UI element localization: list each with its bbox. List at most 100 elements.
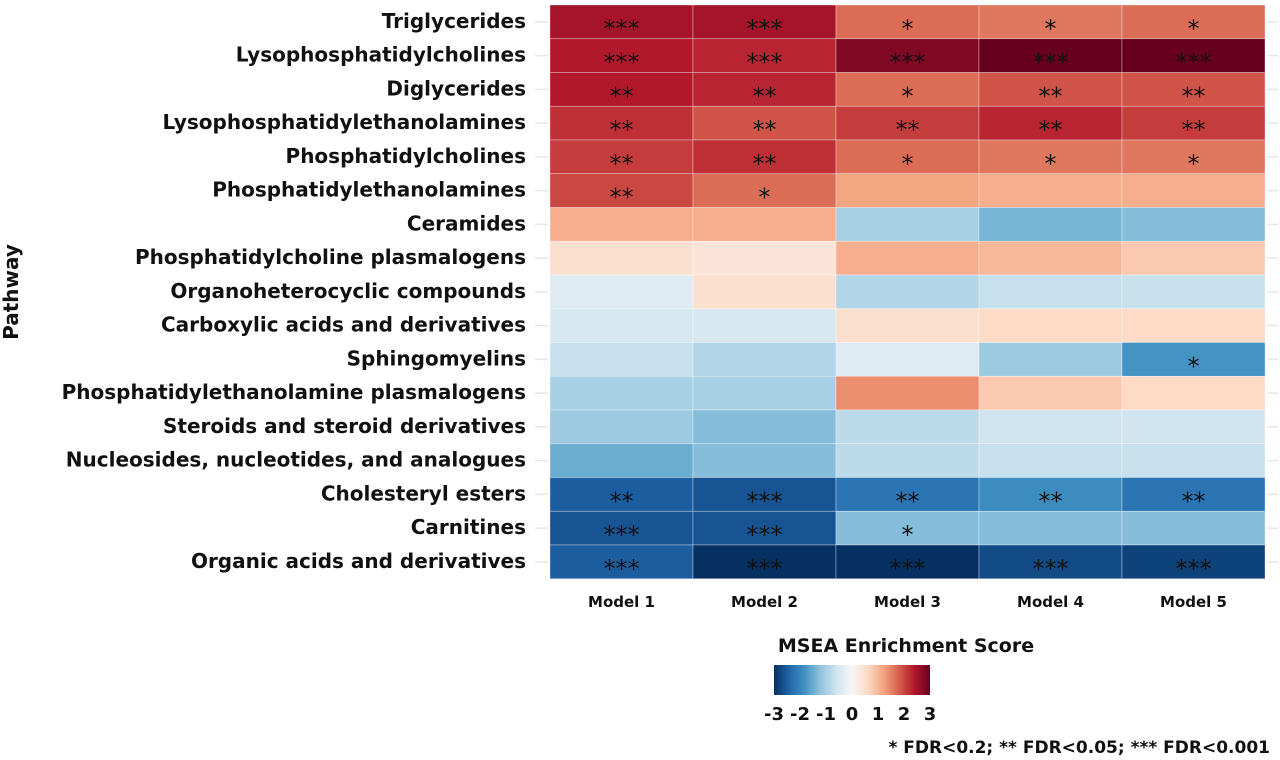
heatmap-cell	[978, 308, 1123, 343]
row-label: Cholesteryl esters	[321, 481, 526, 505]
colorbar-tick-label: 1	[872, 704, 885, 725]
heatmap-cell	[692, 38, 837, 73]
significance-mark: **	[610, 116, 634, 144]
heatmap-cell	[1121, 207, 1266, 242]
colorbar-ticks: -3 -2 -1 0 1 2 3	[764, 704, 936, 725]
significance-mark: **	[1039, 116, 1063, 144]
heatmap-cell	[549, 544, 694, 580]
heatmap-cell	[835, 274, 980, 310]
heatmap-cell	[549, 38, 694, 73]
heatmap-cell	[835, 105, 980, 141]
row-label: Organic acids and derivatives	[191, 549, 526, 573]
column-label: Model 1	[588, 593, 655, 611]
significance-mark: **	[610, 487, 634, 515]
significance-mark: *	[1188, 150, 1200, 178]
significance-mark: **	[1039, 82, 1063, 110]
colorbar-title: MSEA Enrichment Score	[778, 635, 1034, 657]
heatmap-cells	[549, 4, 1266, 580]
significance-mark: *	[1045, 15, 1057, 43]
heatmap-cell	[835, 510, 980, 546]
significance-mark: ***	[1033, 555, 1069, 583]
heatmap-cell	[835, 308, 980, 343]
significance-mark: *	[759, 184, 771, 212]
significance-mark: *	[902, 15, 914, 43]
heatmap-cell	[549, 375, 694, 411]
heatmap-cell	[549, 173, 694, 208]
heatmap-cell	[692, 342, 837, 377]
significance-mark: *	[1188, 352, 1200, 380]
significance-mark: **	[896, 116, 920, 144]
colorbar-legend: MSEA Enrichment Score -3 -2 -1 0 1 2 3	[764, 635, 1034, 725]
heatmap-cell	[692, 375, 837, 411]
significance-mark: ***	[604, 521, 640, 549]
heatmap-cell	[549, 72, 694, 107]
significance-mark: **	[1182, 116, 1206, 144]
significance-mark: ***	[747, 49, 783, 77]
row-label: Carnitines	[411, 515, 526, 539]
heatmap-cell	[549, 139, 694, 175]
heatmap-cell	[692, 207, 837, 242]
heatmap-cell	[549, 342, 694, 377]
significance-mark: *	[1188, 15, 1200, 43]
heatmap-cell	[1121, 173, 1266, 208]
significance-mark: **	[1039, 487, 1063, 515]
colorbar-tick-label: 2	[898, 704, 911, 725]
colorbar-tick-label: -1	[816, 704, 836, 725]
heatmap-cell	[1121, 105, 1266, 141]
heatmap-cell	[549, 409, 694, 445]
heatmap-cell	[835, 173, 980, 208]
significance-mark: **	[610, 150, 634, 178]
heatmap-cell	[835, 409, 980, 445]
heatmap-cell	[1121, 4, 1266, 40]
significance-mark: *	[902, 150, 914, 178]
significance-mark: ***	[890, 555, 926, 583]
heatmap-cell	[1121, 240, 1266, 276]
significance-marks: *** *** * * **** *** *** *** ***** ** * ** **** ** ** *…	[604, 15, 1212, 583]
row-label: Triglycerides	[382, 9, 526, 33]
significance-mark: ***	[1176, 555, 1212, 583]
heatmap-cell	[835, 207, 980, 242]
heatmap-cell	[978, 207, 1123, 242]
heatmap-cell	[1121, 510, 1266, 546]
heatmap-cell	[692, 240, 837, 276]
significance-mark: **	[753, 82, 777, 110]
significance-mark: ***	[747, 15, 783, 43]
heatmap-cell	[835, 477, 980, 512]
heatmap-cell	[835, 38, 980, 73]
colorbar-gradient	[774, 665, 930, 695]
significance-mark: *	[1045, 150, 1057, 178]
heatmap-cell	[692, 409, 837, 445]
heatmap-cell	[1121, 38, 1266, 73]
row-label: Organoheterocyclic compounds	[170, 279, 526, 303]
row-label: Phosphatidylcholine plasmalogens	[135, 245, 526, 269]
heatmap-cell	[978, 38, 1123, 73]
heatmap-cell	[1121, 477, 1266, 512]
heatmap-cell	[835, 342, 980, 377]
significance-mark: *	[902, 521, 914, 549]
row-label: Ceramides	[407, 211, 526, 235]
heatmap-cell	[549, 477, 694, 512]
row-label: Diglycerides	[386, 76, 526, 100]
significance-mark: **	[610, 82, 634, 110]
row-label: Lysophosphatidylethanolamines	[162, 110, 526, 134]
heatmap-cell	[692, 173, 837, 208]
heatmap-cell	[692, 4, 837, 40]
heatmap-cell	[978, 443, 1123, 478]
row-labels: Triglycerides Lysophosphatidylcholines Dig…	[62, 9, 526, 573]
column-label: Model 4	[1017, 593, 1084, 611]
colorbar-tick-label: -2	[790, 704, 810, 725]
heatmap-cell	[549, 240, 694, 276]
significance-mark: *	[902, 82, 914, 110]
significance-mark: ***	[604, 555, 640, 583]
heatmap-cell	[692, 105, 837, 141]
heatmap-cell	[549, 207, 694, 242]
colorbar-tick-label: 0	[846, 704, 859, 725]
heatmap-cell	[549, 510, 694, 546]
significance-mark: **	[1182, 82, 1206, 110]
significance-mark: **	[610, 184, 634, 212]
significance-mark: ***	[604, 49, 640, 77]
y-axis-title: Pathway	[0, 244, 23, 340]
heatmap-cell	[978, 274, 1123, 310]
significance-mark: ***	[747, 555, 783, 583]
row-label: Phosphatidylethanolamine plasmalogens	[62, 380, 526, 404]
